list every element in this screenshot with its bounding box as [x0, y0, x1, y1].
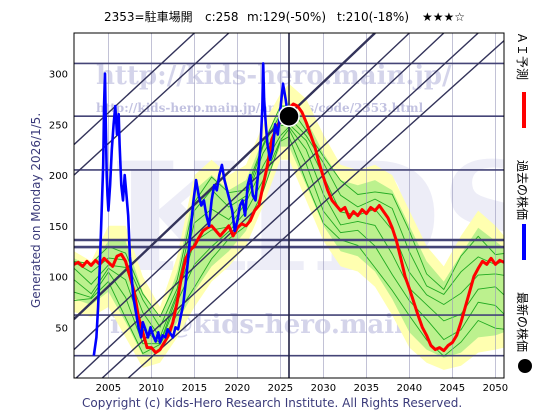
y-tick-label: 100 [49, 273, 68, 284]
header-median: m:129(-50%) [247, 10, 326, 24]
past-series [92, 62, 290, 356]
current-price-dot [278, 105, 300, 127]
legend-latest-swatch [518, 359, 532, 373]
x-tick-label: 2035 [354, 383, 379, 394]
y-tick-label: 150 [49, 222, 68, 233]
y-axis-ticks: 50 100 150 200 250 300 [49, 70, 68, 335]
legend-past-label: 過去の株価 [515, 160, 530, 220]
plot-border [73, 32, 505, 379]
header-stars: ★★★☆ [422, 10, 465, 24]
trend-channel-line [74, 33, 230, 176]
x-tick-label: 2015 [182, 383, 207, 394]
forecast-bands [74, 83, 504, 370]
copyright: Copyright (c) Kids-Hero Research Institu… [82, 396, 462, 410]
y-tick-label: 300 [49, 70, 68, 81]
x-tick-label: 2010 [139, 383, 164, 394]
header-current: c:258 [205, 10, 239, 24]
legend-forecast-label: ＡＩ予測 [515, 32, 529, 80]
trend-channel-line [74, 33, 410, 351]
x-tick-label: 2025 [268, 383, 293, 394]
y-tick-label: 200 [49, 171, 68, 182]
legend-forecast-swatch [522, 92, 526, 128]
x-tick-label: 2045 [440, 383, 465, 394]
legend-past-swatch [522, 224, 526, 260]
x-axis-ticks: 2005 2010 2015 2020 2025 2030 2035 2040 2045 2050 [96, 383, 508, 394]
trend-channel-line [74, 33, 195, 146]
past-price-line [92, 62, 290, 356]
x-tick-label: 2020 [225, 383, 250, 394]
x-tick-label: 2005 [96, 383, 121, 394]
band-inner [74, 102, 504, 358]
legend: ＡＩ予測 過去の株価 最新の株価 [515, 32, 532, 373]
legend-latest-label: 最新の株価 [515, 292, 530, 352]
x-tick-label: 2040 [397, 383, 422, 394]
x-tick-label: 2050 [483, 383, 508, 394]
watermark-sub-url: http://kids-hero.main.jp/analysis/code/2… [96, 101, 424, 115]
header-target: t:210(-18%) [337, 10, 409, 24]
current-marker [278, 33, 300, 378]
x-tick-label: 2030 [311, 383, 336, 394]
header-ticker: 2353=駐車場開 [104, 9, 193, 24]
y-tick-label: 250 [49, 120, 68, 131]
generated-date: Generated on Monday 2026/1/5. [29, 113, 43, 308]
y-tick-label: 50 [55, 323, 68, 334]
watermark-main-url: http://kids-hero.main.jp/ [96, 61, 452, 91]
trend-channel-line [127, 39, 504, 378]
trend-channel-line [101, 33, 479, 378]
